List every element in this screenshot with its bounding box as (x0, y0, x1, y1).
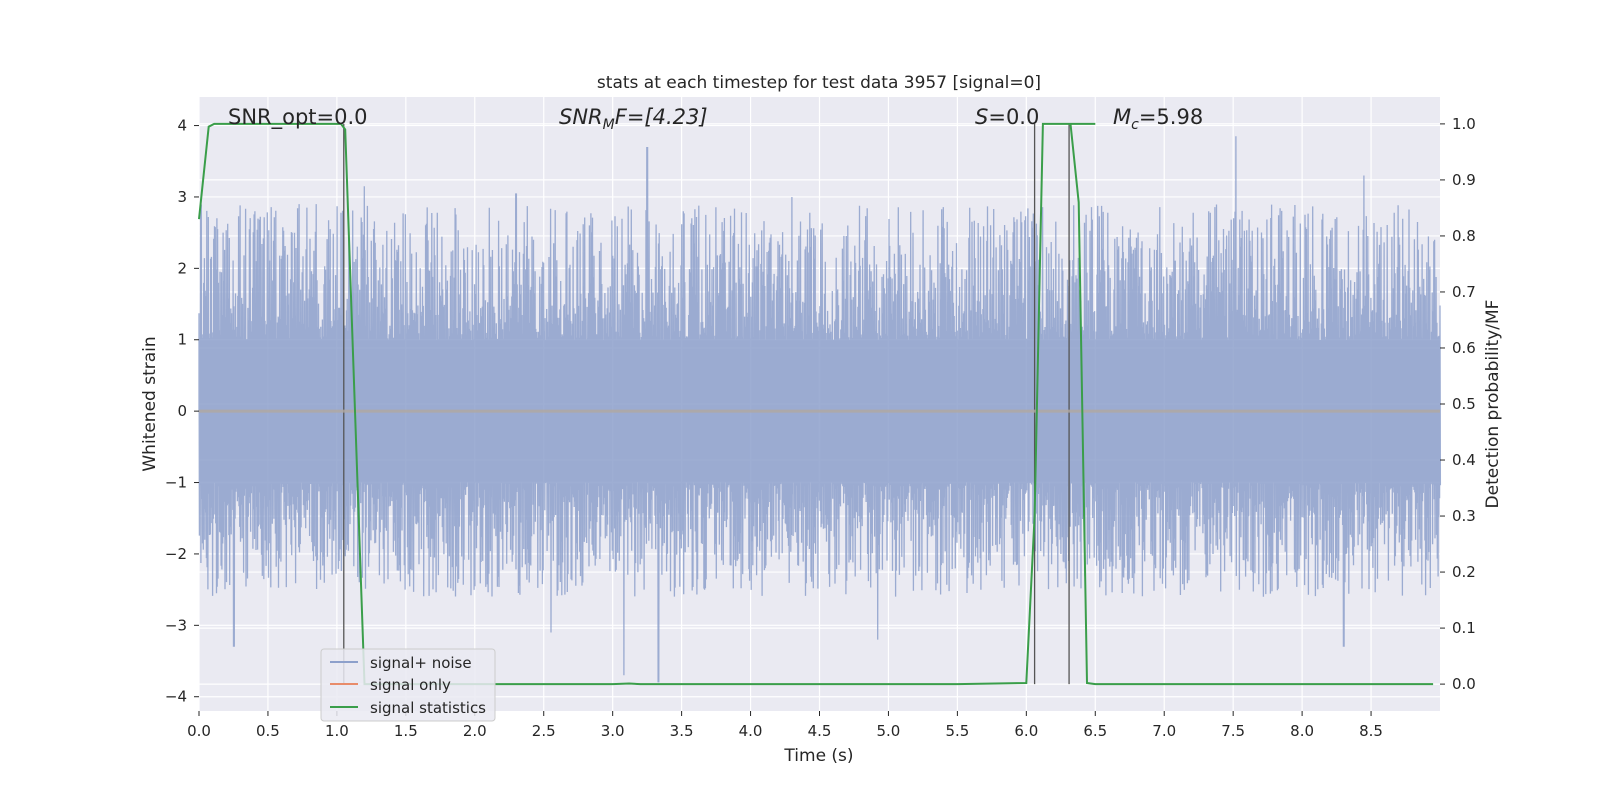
y-right-tick-labels: 1.0 0.9 0.8 0.7 0.6 0.5 0.4 0.3 0.2 0.1 0.0 (1440, 115, 1476, 693)
annotation-s: S=0.0 (975, 105, 1039, 129)
y-right-tick-label: 0.9 (1452, 171, 1476, 189)
x-tick-label: 7.0 (1152, 722, 1176, 740)
y-right-tick-label: 0.6 (1452, 339, 1476, 357)
y-left-tick-label: −4 (165, 688, 187, 706)
y-right-tick-label: 0.0 (1452, 675, 1476, 693)
x-tick-label: 5.5 (945, 722, 969, 740)
x-tick-label: 8.0 (1290, 722, 1314, 740)
x-tick-label: 3.0 (601, 722, 625, 740)
x-tick-label: 4.5 (808, 722, 832, 740)
y-left-tick-labels: 4 3 2 1 0 −1 −2 −3 −4 (165, 117, 199, 706)
legend-label-signal-noise: signal+ noise (370, 654, 472, 672)
chart-title: stats at each timestep for test data 395… (597, 73, 1041, 93)
legend-label-signal-only: signal only (370, 676, 451, 694)
y-left-tick-label: 3 (177, 188, 187, 206)
series-signal-statistics (198, 122, 1434, 686)
x-tick-label: 0.0 (187, 722, 211, 740)
annotation-snr-opt: SNR_opt=0.0 (228, 105, 368, 130)
y-left-tick-label: −3 (165, 616, 187, 634)
legend-box (320, 648, 496, 722)
x-tick-label: 1.0 (325, 722, 349, 740)
y-right-tick-label: 0.5 (1452, 395, 1476, 413)
y-left-tick-label: 1 (177, 331, 187, 349)
y-left-tick-label: −1 (165, 474, 187, 492)
x-tick-label: 1.5 (394, 722, 418, 740)
y-right-tick-label: 0.2 (1452, 563, 1476, 581)
x-tick-label: 7.5 (1221, 722, 1245, 740)
y-left-tick-label: 0 (177, 402, 187, 420)
y-right-tick-label: 0.8 (1452, 227, 1476, 245)
series-signal-noise (198, 136, 1442, 683)
x-tick-label: 6.0 (1014, 722, 1038, 740)
x-tick-label: 4.0 (739, 722, 763, 740)
x-tick-label: 0.5 (256, 722, 280, 740)
y-right-tick-label: 0.4 (1452, 451, 1476, 469)
x-tick-label: 6.5 (1083, 722, 1107, 740)
vertical-markers (343, 123, 1070, 685)
y-axis-left-label: Whitened strain (140, 336, 160, 471)
y-left-tick-label: 4 (177, 117, 187, 135)
x-tick-label: 5.0 (877, 722, 901, 740)
legend-label-signal-statistics: signal statistics (370, 699, 486, 717)
annotation-mc: Mc=5.98 (1113, 105, 1203, 133)
y-right-tick-label: 0.1 (1452, 619, 1476, 637)
y-right-tick-label: 1.0 (1452, 115, 1476, 133)
y-right-tick-label: 0.3 (1452, 507, 1476, 525)
x-axis-label: Time (s) (783, 746, 853, 766)
y-left-tick-label: −2 (165, 545, 187, 563)
y-axis-right-label: Detection probability/MF (1483, 300, 1503, 509)
x-tick-label: 2.5 (532, 722, 556, 740)
signal-noise-line (198, 136, 1442, 683)
annotation-snr-mf: SNRMF=[4.23] (559, 105, 708, 133)
signal-statistics-line (198, 122, 1434, 686)
x-tick-label: 8.5 (1359, 722, 1383, 740)
x-tick-label: 3.5 (670, 722, 694, 740)
legend: signal+ noise signal only signal statist… (320, 648, 496, 722)
x-tick-label: 2.0 (463, 722, 487, 740)
y-right-tick-label: 0.7 (1452, 283, 1476, 301)
y-left-tick-label: 2 (177, 259, 187, 277)
x-tick-labels: 0.0 0.5 1.0 1.5 2.0 2.5 3.0 3.5 4.0 4.5 5.0 5.5 6.0 6… (187, 711, 1383, 740)
